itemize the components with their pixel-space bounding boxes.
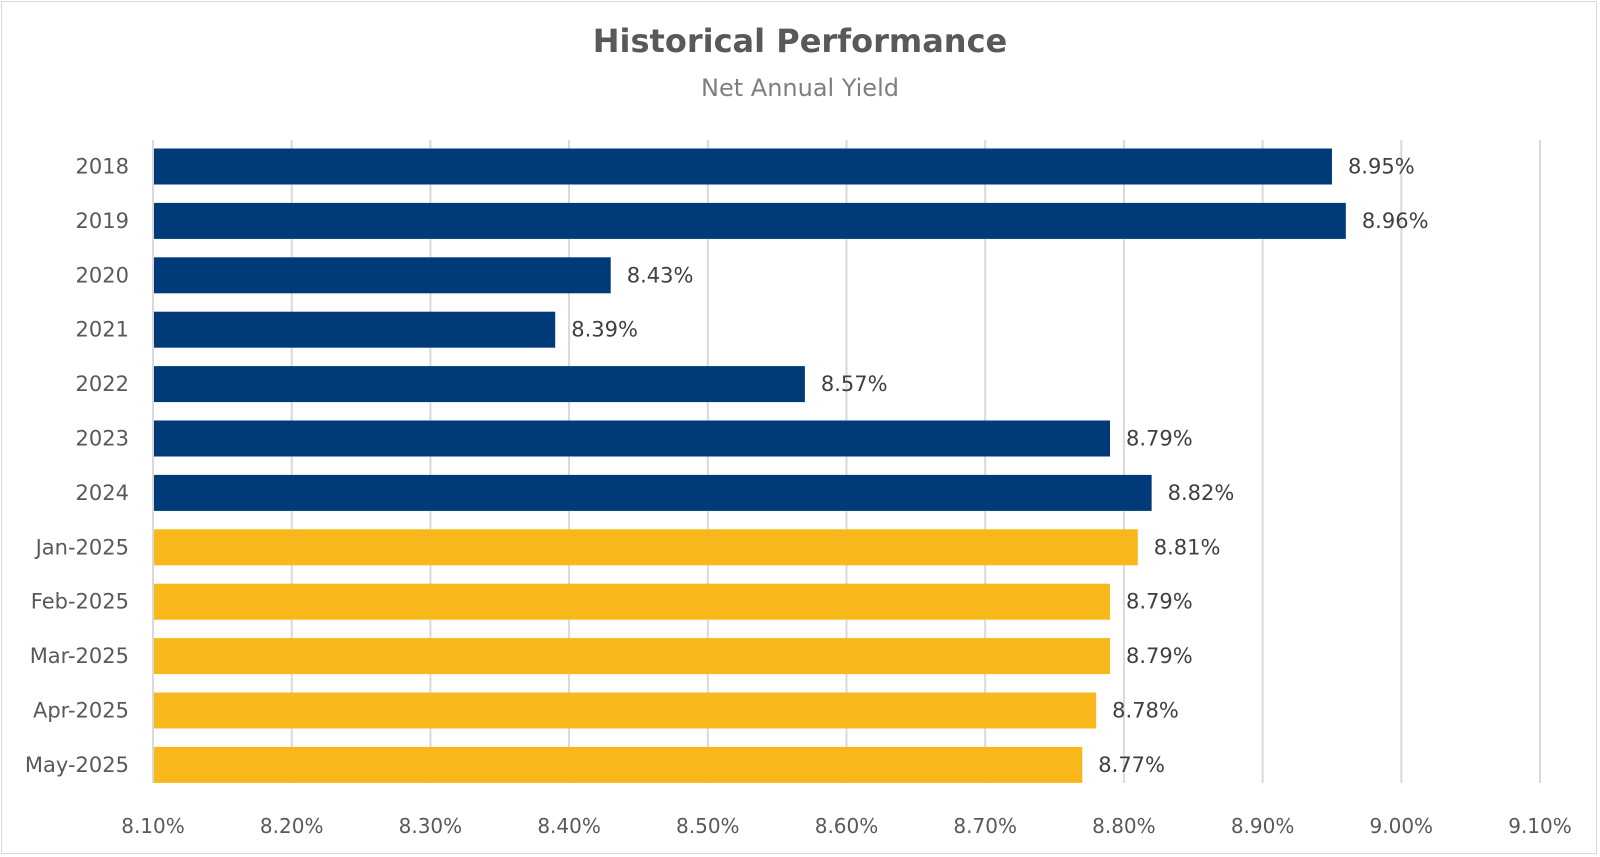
category-label: Apr-2025: [33, 699, 129, 723]
category-label: 2021: [76, 318, 129, 342]
x-tick-label: 8.90%: [1231, 814, 1295, 838]
bar: [153, 583, 1111, 620]
category-label: May-2025: [25, 753, 129, 777]
x-tick-label: 9.10%: [1508, 814, 1572, 838]
category-label: Feb-2025: [31, 590, 129, 614]
category-label: 2019: [76, 209, 129, 233]
chart-subtitle: Net Annual Yield: [701, 74, 899, 102]
bar: [153, 746, 1083, 783]
data-label: 8.95%: [1348, 155, 1415, 179]
data-label: 8.79%: [1126, 427, 1193, 451]
data-label: 8.79%: [1126, 644, 1193, 668]
category-label: 2018: [76, 155, 129, 179]
x-tick-label: 8.30%: [399, 814, 463, 838]
data-label: 8.96%: [1362, 209, 1429, 233]
data-label: 8.43%: [627, 263, 694, 287]
category-label: 2024: [76, 481, 129, 505]
data-label: 8.81%: [1154, 535, 1221, 559]
x-tick-label: 8.40%: [537, 814, 601, 838]
x-tick-label: 8.80%: [1092, 814, 1156, 838]
x-tick-label: 9.00%: [1370, 814, 1434, 838]
bar: [153, 148, 1332, 185]
category-label: Mar-2025: [30, 644, 129, 668]
data-label: 8.39%: [571, 318, 638, 342]
data-label: 8.77%: [1098, 753, 1165, 777]
bar: [153, 529, 1138, 566]
bar: [153, 474, 1152, 511]
bar: [153, 638, 1111, 675]
x-tick-label: 8.10%: [121, 814, 185, 838]
bar: [153, 366, 805, 403]
category-label: Jan-2025: [34, 535, 129, 559]
x-tick-label: 8.20%: [260, 814, 324, 838]
data-label: 8.82%: [1168, 481, 1235, 505]
data-label: 8.79%: [1126, 590, 1193, 614]
bar: [153, 692, 1097, 729]
x-tick-label: 8.50%: [676, 814, 740, 838]
bar: [153, 420, 1111, 457]
bar: [153, 202, 1346, 239]
chart-title: Historical Performance: [592, 22, 1008, 60]
x-tick-label: 8.70%: [953, 814, 1017, 838]
category-label: 2020: [76, 263, 129, 287]
data-label: 8.57%: [821, 372, 888, 396]
bar: [153, 257, 611, 294]
data-label: 8.78%: [1112, 699, 1179, 723]
category-label: 2022: [76, 372, 129, 396]
x-tick-label: 8.60%: [815, 814, 879, 838]
category-label: 2023: [76, 427, 129, 451]
bar: [153, 311, 556, 348]
